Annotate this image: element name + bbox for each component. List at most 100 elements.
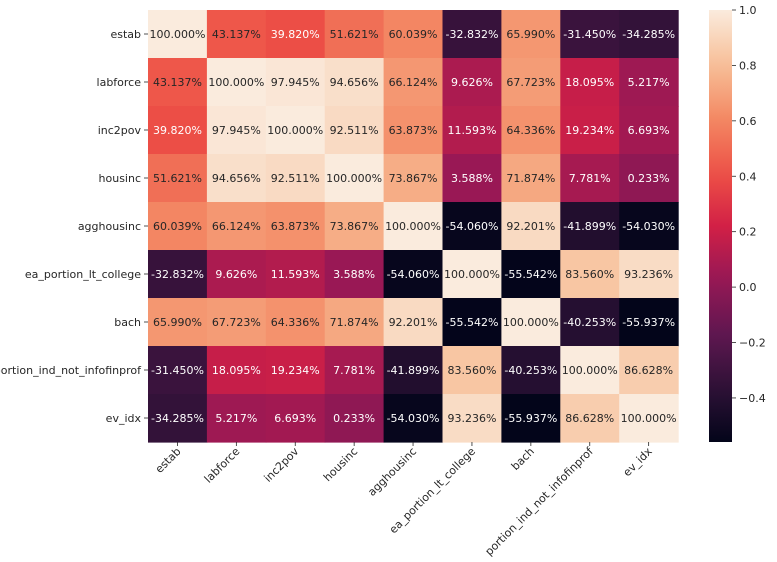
colorbar-tick-label: 0.8 [739, 59, 757, 72]
colorbar-tick-label: 1.0 [739, 4, 757, 17]
cell-value-label: -32.832% [151, 268, 204, 281]
heatmap-cell-1-4 [383, 58, 444, 107]
cell-value-label: 71.874% [330, 316, 379, 329]
colorbar-tick-label: −0.4 [739, 392, 766, 405]
heatmap-cell-8-2 [265, 394, 326, 443]
colorbar-tick-label: 0.6 [739, 115, 757, 128]
x-tick-label: housinc [321, 445, 360, 484]
cell-value-label: -40.253% [504, 364, 557, 377]
cell-value-label: -55.937% [622, 316, 675, 329]
heatmap-cell-1-1 [206, 58, 267, 107]
heatmap-cell-0-4 [383, 10, 444, 59]
cell-value-label: 66.124% [212, 220, 261, 233]
y-tick-labels: estab labforce inc2pov housinc agghousinc ea_… [0, 28, 148, 425]
cell-value-label: 3.588% [333, 268, 375, 281]
heatmap-cell-0-3 [324, 10, 385, 59]
heatmap-cell-3-5 [442, 154, 502, 203]
cell-value-label: 11.593% [447, 124, 496, 137]
cell-value-label: 60.039% [153, 220, 202, 233]
heatmap-cell-6-8 [619, 298, 679, 347]
cell-value-label: 92.201% [389, 316, 438, 329]
colorbar-tick-label: 0.0 [739, 281, 757, 294]
cell-value-label: 64.336% [271, 316, 320, 329]
heatmap-cell-7-1 [206, 346, 267, 395]
heatmap-cell-8-7 [560, 394, 620, 443]
cell-value-label: 0.233% [628, 172, 670, 185]
heatmap-cell-4-4 [383, 202, 444, 251]
colorbar-tick-label: 0.4 [739, 170, 757, 183]
cell-value-label: 93.236% [447, 412, 496, 425]
heatmap-cell-7-3 [324, 346, 385, 395]
cell-value-label: 5.217% [215, 412, 257, 425]
cell-value-label: 71.874% [506, 172, 555, 185]
cell-value-label: -54.060% [445, 220, 498, 233]
heatmap-cell-4-3 [324, 202, 385, 251]
x-tick-label: bach [509, 445, 537, 473]
colorbar-gradient [709, 10, 732, 442]
y-tick-label: estab [110, 28, 141, 41]
y-tick-label: ev_idx [106, 412, 142, 425]
cell-value-label: 6.693% [628, 124, 670, 137]
heatmap-cell-2-4 [383, 106, 444, 155]
cell-value-label: 9.626% [215, 268, 257, 281]
x-tick-label: labforce [202, 445, 243, 486]
heatmap-cell-4-6 [501, 202, 561, 251]
heatmap-cell-2-7 [560, 106, 620, 155]
heatmap-cell-5-1 [206, 250, 267, 299]
cell-value-label: -34.285% [622, 28, 675, 41]
cell-value-label: 67.723% [212, 316, 261, 329]
heatmap-cell-5-4 [383, 250, 444, 299]
cell-value-label: 43.137% [212, 28, 261, 41]
heatmap-cell-8-0 [148, 394, 208, 443]
heatmap-cell-3-0 [148, 154, 208, 203]
heatmap-cell-5-3 [324, 250, 385, 299]
heatmap-cell-4-1 [206, 202, 267, 251]
cell-value-label: -32.832% [445, 28, 498, 41]
cell-value-label: -40.253% [563, 316, 616, 329]
cell-value-label: -31.450% [151, 364, 204, 377]
heatmap-cell-3-7 [560, 154, 620, 203]
heatmap-cell-5-7 [560, 250, 620, 299]
heatmap-cell-7-0 [148, 346, 208, 395]
cell-value-label: 60.039% [389, 28, 438, 41]
heatmap-cell-1-3 [324, 58, 385, 107]
heatmap-cell-5-0 [148, 250, 208, 299]
x-tick-label: inc2pov [262, 445, 302, 485]
heatmap-cell-0-2 [265, 10, 326, 59]
cell-value-label: -54.030% [622, 220, 675, 233]
cell-value-label: 93.236% [624, 268, 673, 281]
heatmap-cell-0-1 [206, 10, 267, 59]
cell-value-label: -55.937% [504, 412, 557, 425]
colorbar: −0.4 −0.2 0.0 0.2 0.4 0.6 0.8 1.0 [709, 4, 766, 442]
heatmap-cell-4-0 [148, 202, 208, 251]
cell-value-label: 0.233% [333, 412, 375, 425]
cell-value-label: 83.560% [447, 364, 496, 377]
cell-value-label: 64.336% [506, 124, 555, 137]
cell-value-label: 51.621% [153, 172, 202, 185]
cell-value-label: 9.626% [451, 76, 493, 89]
cell-value-label: -34.285% [151, 412, 204, 425]
colorbar-tick-label: 0.2 [739, 226, 757, 239]
cell-value-label: -54.060% [387, 268, 440, 281]
heatmap-cell-7-4 [383, 346, 444, 395]
heatmap-cell-2-3 [324, 106, 385, 155]
heatmap-cell-5-8 [619, 250, 679, 299]
cell-value-label: 18.095% [565, 76, 614, 89]
cell-value-label: 6.693% [274, 412, 316, 425]
heatmap-cell-0-6 [501, 10, 561, 59]
cell-value-label: 19.234% [271, 364, 320, 377]
heatmap-cell-8-3 [324, 394, 385, 443]
cell-value-label: 63.873% [271, 220, 320, 233]
y-tick-label: agghousinc [78, 220, 141, 233]
heatmap-cell-1-2 [265, 58, 326, 107]
cell-value-label: 51.621% [330, 28, 379, 41]
heatmap-cell-3-1 [206, 154, 267, 203]
heatmap-cell-4-5 [442, 202, 502, 251]
cell-value-label: -55.542% [504, 268, 557, 281]
heatmap-cell-3-6 [501, 154, 561, 203]
heatmap-cell-2-6 [501, 106, 561, 155]
heatmap-cell-4-2 [265, 202, 326, 251]
heatmap-cell-2-0 [148, 106, 208, 155]
heatmap-cell-8-1 [206, 394, 267, 443]
